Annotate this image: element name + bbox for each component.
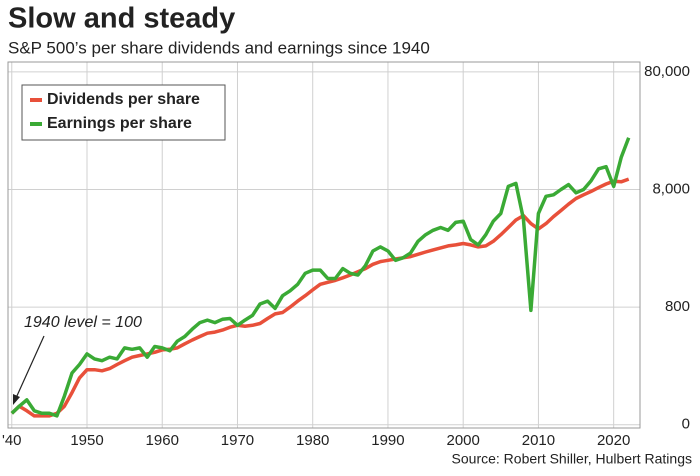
annotation-arrow	[15, 335, 45, 399]
x-tick-label: 1980	[296, 432, 329, 449]
source: Source: Robert Shiller, Hulbert Ratings	[452, 451, 692, 467]
x-tick-label: 1970	[221, 432, 254, 449]
legend-box	[21, 84, 226, 141]
chart-title: Slow and steady	[8, 3, 235, 35]
arrow-head	[13, 394, 20, 405]
y-tick-label: 80,000	[644, 63, 690, 80]
x-tick-label: '40	[2, 432, 22, 449]
y-tick-label: 0	[682, 416, 690, 433]
legend-label: Earnings per share	[47, 115, 192, 132]
series-line	[10, 177, 630, 418]
x-tick-label: 2000	[447, 432, 480, 449]
plot-frame	[7, 61, 641, 429]
y-tick-label: 800	[665, 298, 690, 315]
chart-subtitle: S&P 500’s per share dividends and earnin…	[8, 38, 430, 57]
legend-label: Dividends per share	[47, 91, 200, 108]
lines	[10, 137, 631, 418]
x-tick-label: 1990	[371, 432, 404, 449]
x-tick-label: 2020	[597, 432, 630, 449]
x-tick-label: 1950	[70, 432, 103, 449]
annotation: 1940 level = 100	[24, 314, 142, 331]
legend: Dividends per share Earnings per share	[21, 84, 226, 141]
y-tick-label: 8,000	[652, 180, 690, 197]
x-tick-label: 2010	[522, 432, 555, 449]
series-line	[10, 137, 631, 418]
x-tick-label: 1960	[146, 432, 179, 449]
